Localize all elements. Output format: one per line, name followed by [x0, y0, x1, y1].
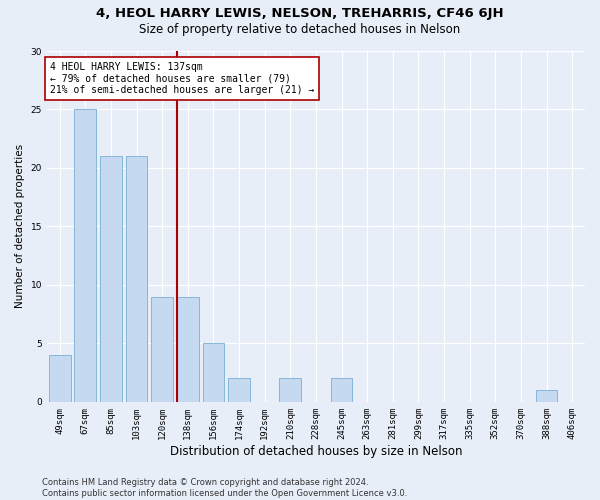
Bar [228, 378, 250, 402]
Bar [126, 156, 148, 402]
Text: Contains HM Land Registry data © Crown copyright and database right 2024.
Contai: Contains HM Land Registry data © Crown c… [42, 478, 407, 498]
Bar [203, 344, 224, 402]
Bar [536, 390, 557, 402]
X-axis label: Distribution of detached houses by size in Nelson: Distribution of detached houses by size … [170, 444, 462, 458]
Bar [331, 378, 352, 402]
Bar [151, 296, 173, 402]
Text: Size of property relative to detached houses in Nelson: Size of property relative to detached ho… [139, 22, 461, 36]
Bar [280, 378, 301, 402]
Bar [49, 355, 71, 402]
Text: 4 HEOL HARRY LEWIS: 137sqm
← 79% of detached houses are smaller (79)
21% of semi: 4 HEOL HARRY LEWIS: 137sqm ← 79% of deta… [50, 62, 314, 94]
Bar [100, 156, 122, 402]
Y-axis label: Number of detached properties: Number of detached properties [15, 144, 25, 308]
Bar [74, 110, 96, 402]
Text: 4, HEOL HARRY LEWIS, NELSON, TREHARRIS, CF46 6JH: 4, HEOL HARRY LEWIS, NELSON, TREHARRIS, … [96, 8, 504, 20]
Bar [177, 296, 199, 402]
